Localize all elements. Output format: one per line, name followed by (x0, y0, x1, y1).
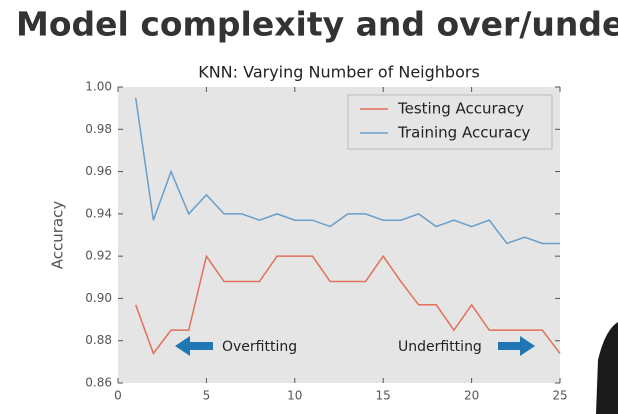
y-tick-label: 0.92 (85, 249, 112, 263)
series-line (134, 254, 561, 355)
y-tick-label: 1.00 (85, 80, 112, 94)
x-tick-label: 5 (203, 389, 211, 403)
annotation: Underfitting (398, 339, 482, 355)
x-tick-label: 20 (464, 389, 479, 403)
x-tick-label: 15 (376, 389, 391, 403)
x-tick-label: 25 (552, 389, 567, 403)
y-tick-label: 0.94 (85, 206, 112, 220)
arrow-right (498, 336, 535, 356)
arrow-left (175, 336, 213, 356)
y-tick-label: 0.86 (85, 376, 112, 390)
x-tick-label: 0 (114, 389, 122, 403)
chart-title: KNN: Varying Number of Neighbors (198, 63, 480, 82)
series-line (134, 97, 560, 245)
y-tick-label: 0.88 (85, 333, 112, 347)
annotation: Overfitting (222, 339, 297, 355)
x-tick-label: 10 (287, 389, 302, 403)
slide-title: Model complexity and over/underfit (16, 5, 618, 44)
legend-box (347, 94, 553, 150)
legend-label: Testing Accuracy (397, 100, 524, 118)
y-tick-label: 0.90 (85, 291, 112, 305)
legend-label: Training Accuracy (397, 124, 531, 142)
presenter-image (596, 322, 618, 414)
y-tick-label: 0.98 (85, 122, 112, 136)
y-axis-label: Accuracy (49, 201, 67, 270)
y-tick-label: 0.96 (85, 164, 112, 178)
